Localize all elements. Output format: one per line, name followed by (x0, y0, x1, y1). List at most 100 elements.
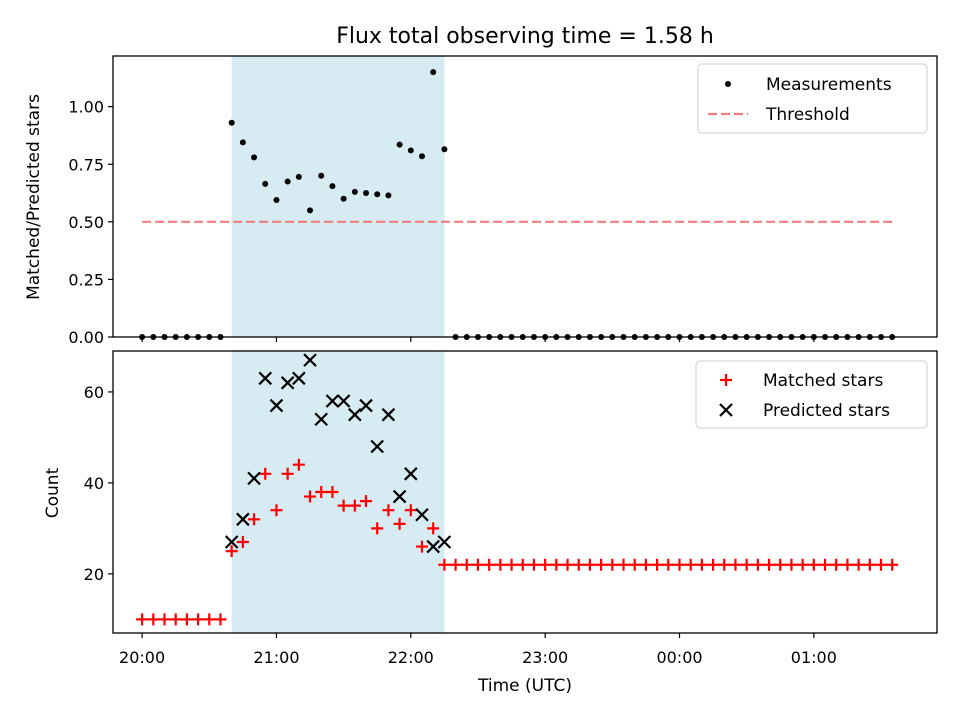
top-shaded-rect (231, 56, 445, 337)
predicted-star-point (325, 394, 340, 408)
bottom-legend-box (695, 360, 928, 429)
bottom-y-tick-label: 60 (84, 383, 104, 402)
predicted-star-point (370, 439, 384, 454)
matched-star-point (707, 558, 720, 571)
measurement-point (441, 146, 448, 153)
matched-star-point (460, 558, 473, 571)
matched-star-point (203, 613, 216, 626)
matched-star-point (662, 558, 675, 571)
matched-star-point (248, 513, 261, 526)
predicted-star-point (224, 535, 239, 549)
x-tick-label: 20:00 (119, 648, 165, 667)
matched-star-point (326, 486, 339, 498)
predicted-star-point (415, 507, 429, 522)
x-tick-label: 23:00 (522, 648, 568, 667)
matched-star-point (785, 558, 798, 571)
predicted-star-point (392, 489, 407, 504)
predicted-star-point (426, 539, 440, 554)
matched-star-point (830, 558, 843, 571)
predicted-star-point (381, 407, 396, 422)
matched-star-point (841, 558, 854, 571)
matched-star-point (673, 558, 686, 571)
matched-star-point (651, 558, 664, 571)
matched-star-point (684, 558, 697, 571)
matched-star-point (192, 613, 205, 626)
matched-star-point (695, 558, 708, 571)
matched-star-point (494, 558, 507, 571)
measurement-point (407, 147, 414, 154)
matched-star-point (639, 558, 652, 571)
matched-star-point (886, 558, 899, 571)
legend-predicted-label: Predicted stars (763, 401, 890, 421)
matched-star-point (527, 558, 540, 571)
legend-predicted-marker (719, 403, 733, 417)
legend-threshold-label: Threshold (765, 105, 850, 125)
matched-star-point (852, 558, 865, 571)
x-tick-label: 22:00 (388, 648, 434, 667)
matched-star-point (214, 613, 227, 626)
predicted-star-point (258, 371, 273, 386)
matched-star-point (404, 504, 417, 517)
top-shaded-span (231, 56, 445, 337)
matched-star-point (763, 558, 776, 571)
measurement-point (318, 172, 325, 179)
legend-measurements-label: Measurements (766, 75, 892, 95)
matched-star-point (304, 490, 317, 503)
matched-star-point (360, 495, 373, 508)
bottom-y-tick-label: 40 (84, 474, 104, 493)
matched-star-point (281, 467, 294, 480)
matched-star-point (718, 558, 731, 571)
matched-star-point (427, 522, 440, 535)
matched-star-point (225, 545, 238, 558)
predicted-star-point (292, 371, 306, 386)
measurement-point (329, 183, 336, 190)
matched-star-point (606, 558, 619, 571)
top-y-axis-label: Matched/Predicted stars (24, 94, 44, 300)
measurement-point (307, 207, 314, 214)
predicted-star-point (303, 353, 317, 367)
measurement-point (363, 190, 370, 197)
measurement-point (228, 119, 235, 126)
predicted-star-point (280, 376, 295, 390)
top-x-ticks (141, 337, 815, 342)
predicted-star-point (247, 471, 261, 486)
top-y-tick-label: 1.00 (68, 98, 104, 117)
measurement-point (262, 180, 269, 187)
bottom-legend: Matched stars Predicted stars (695, 360, 928, 429)
legend-measurements-marker (725, 81, 731, 87)
matched-star-point (583, 558, 596, 571)
top-y-tick-label: 0.50 (68, 213, 104, 232)
x-tick-label: 21:00 (253, 648, 299, 667)
predicted-star-point (314, 412, 329, 427)
matched-star-point (807, 558, 820, 571)
predicted-star-point (348, 407, 362, 422)
measurement-point (419, 153, 425, 160)
matched-star-point (561, 558, 574, 571)
measurement-point (430, 69, 437, 76)
chart-title: Flux total observing time = 1.58 h (336, 24, 714, 49)
matched-star-point (539, 558, 552, 571)
matched-star-point (863, 558, 876, 571)
top-legend: Measurements Threshold (697, 63, 928, 134)
legend-matched-label: Matched stars (763, 371, 883, 391)
matched-star-point (550, 558, 563, 571)
measurement-point (239, 139, 246, 146)
matched-star-point (438, 558, 451, 571)
measurement-point (396, 141, 403, 148)
bottom-axes-frame (112, 350, 938, 634)
matched-star-point (875, 558, 888, 571)
matched-star-point (371, 522, 384, 535)
measurement-point (385, 192, 392, 199)
matched-star-point (270, 504, 283, 517)
matched-star-point (628, 558, 641, 571)
matched-star-point (236, 536, 249, 549)
matched-star-point (819, 558, 832, 571)
bottom-y-tick-label: 20 (84, 565, 104, 584)
matched-star-point (348, 499, 361, 512)
x-tick-label: 00:00 (656, 648, 702, 667)
x-tick-label: 01:00 (791, 648, 837, 667)
measurement-point (295, 173, 302, 180)
bottom-series-group (136, 353, 899, 626)
matched-star-point (740, 558, 753, 571)
